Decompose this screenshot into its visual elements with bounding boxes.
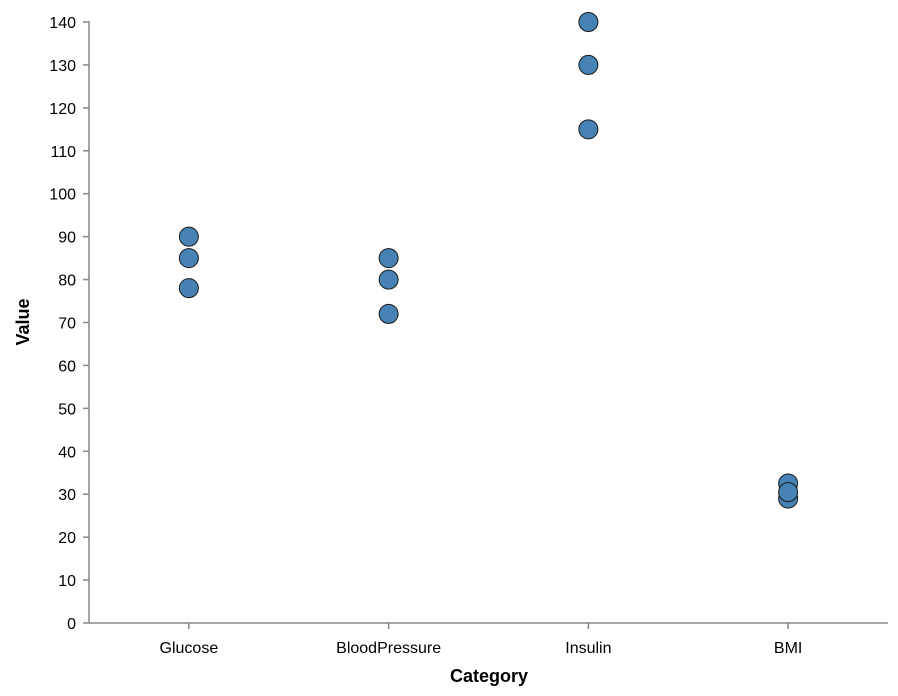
y-tick-label: 20	[58, 530, 76, 547]
data-point	[178, 278, 199, 299]
data-point	[578, 119, 599, 140]
y-tick-label: 130	[49, 58, 76, 75]
y-tick-label: 0	[67, 616, 76, 633]
y-tick-label: 120	[49, 101, 76, 118]
y-tick-label: 70	[58, 316, 76, 333]
y-tick-label: 90	[58, 230, 76, 247]
y-tick-label: 50	[58, 401, 76, 418]
data-point	[378, 303, 399, 324]
data-point	[378, 248, 399, 269]
data-point	[578, 54, 599, 75]
y-tick-label: 80	[58, 273, 76, 290]
data-point	[178, 226, 199, 247]
data-points	[178, 12, 799, 509]
data-point	[578, 12, 599, 32]
x-tick-label: Glucose	[160, 640, 219, 657]
y-tick-label: 60	[58, 358, 76, 375]
x-tick-label: BloodPressure	[336, 640, 441, 657]
y-tick-label: 10	[58, 573, 76, 590]
x-axis: Glucose BloodPressure Insulin BMI	[89, 622, 888, 657]
y-axis: 0 10 20 30 40 50 60 70 80 90 100 110 120 130 140	[49, 15, 90, 633]
y-tick-label: 140	[49, 15, 76, 32]
x-axis-title: Category	[450, 666, 528, 686]
x-tick-label: BMI	[774, 640, 802, 657]
data-point	[378, 269, 399, 290]
y-tick-label: 110	[50, 144, 76, 161]
y-tick-label: 100	[49, 187, 76, 204]
x-tick-label: Insulin	[565, 640, 611, 657]
data-point	[778, 482, 799, 503]
y-tick-label: 30	[58, 487, 76, 504]
y-axis-title: Value	[13, 298, 33, 345]
y-tick-label: 40	[58, 444, 76, 461]
data-point	[178, 248, 199, 269]
